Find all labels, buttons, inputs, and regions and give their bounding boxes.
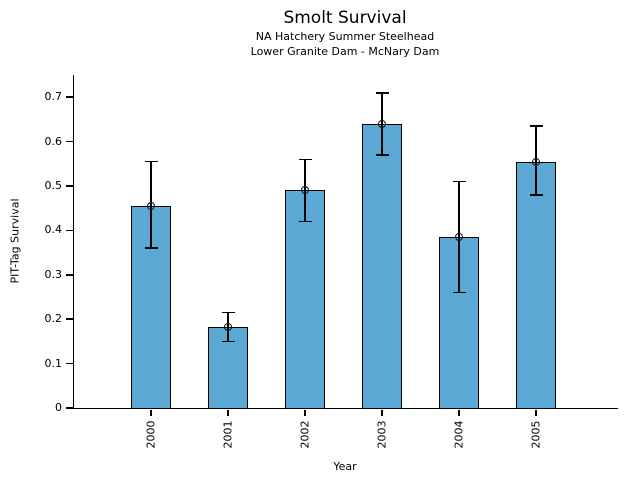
- x-tick-label-text: 2002: [298, 420, 312, 448]
- y-tick-label: 0.4: [44, 223, 63, 237]
- error-cap-top-2001: [221, 311, 235, 314]
- y-tick-mark: [66, 140, 73, 143]
- x-tick-label-text: 2001: [221, 420, 235, 448]
- bar-2005: [516, 161, 556, 410]
- x-tick-label-2004: 2004: [434, 412, 484, 456]
- y-tick-label: 0.7: [44, 90, 63, 104]
- x-tick-label-2003: 2003: [357, 412, 407, 456]
- data-point-marker-2001: [224, 323, 232, 332]
- y-tick-label: 0.6: [44, 134, 63, 148]
- chart-subtitle-line2: Lower Granite Dam - McNary Dam: [250, 45, 440, 58]
- y-tick-mark: [66, 362, 73, 365]
- chart-subtitle-line1: NA Hatchery Summer Steelhead: [255, 30, 435, 43]
- error-cap-bottom-2003: [375, 154, 389, 156]
- x-tick-label-text: 2003: [375, 420, 389, 448]
- error-cap-bottom-2005: [529, 194, 543, 196]
- x-tick-mark: [381, 409, 383, 416]
- error-cap-top-2002: [298, 158, 312, 161]
- y-tick-mark: [66, 96, 73, 98]
- x-tick-mark: [227, 409, 229, 416]
- bar-2003: [362, 123, 402, 410]
- error-cap-top-2005: [529, 125, 543, 127]
- x-tick-mark: [304, 409, 306, 416]
- y-tick-mark: [66, 274, 73, 276]
- y-tick-mark: [66, 318, 73, 320]
- x-tick-label-2002: 2002: [280, 412, 330, 456]
- x-tick-label-text: 2005: [529, 420, 543, 448]
- x-tick-mark: [458, 409, 460, 416]
- y-tick-mark: [66, 229, 73, 232]
- error-cap-bottom-2004: [452, 291, 466, 294]
- error-cap-bottom-2000: [144, 247, 158, 249]
- chart-title: Smolt Survival: [283, 8, 407, 28]
- plot-area: [73, 75, 618, 409]
- data-point-marker-2002: [301, 186, 309, 195]
- y-tick-label: 0.5: [44, 179, 63, 192]
- x-tick-label-2001: 2001: [203, 412, 253, 456]
- error-cap-top-2004: [452, 180, 466, 183]
- x-tick-label-2000: 2000: [126, 412, 176, 456]
- x-tick-label-text: 2004: [452, 420, 466, 448]
- y-tick-mark: [66, 185, 73, 187]
- data-point-marker-2003: [378, 119, 386, 128]
- error-cap-top-2000: [144, 160, 158, 163]
- data-point-marker-2000: [147, 201, 155, 210]
- y-tick-label: 0: [55, 401, 62, 414]
- bar-2002: [285, 190, 325, 410]
- x-axis-label: Year: [333, 460, 357, 473]
- x-tick-mark: [535, 409, 537, 416]
- y-tick-mark: [66, 407, 73, 409]
- y-tick-label: 0.2: [44, 312, 63, 326]
- x-tick-mark: [150, 409, 152, 416]
- y-tick-label: 0.3: [44, 267, 63, 281]
- y-tick-label: 0.1: [44, 356, 63, 370]
- x-tick-label-2005: 2005: [511, 412, 561, 456]
- error-cap-bottom-2002: [298, 220, 312, 223]
- data-point-marker-2005: [532, 157, 540, 166]
- data-point-marker-2004: [455, 233, 463, 242]
- error-cap-top-2003: [375, 92, 389, 94]
- error-cap-bottom-2001: [221, 340, 235, 343]
- x-tick-label-text: 2000: [144, 420, 158, 448]
